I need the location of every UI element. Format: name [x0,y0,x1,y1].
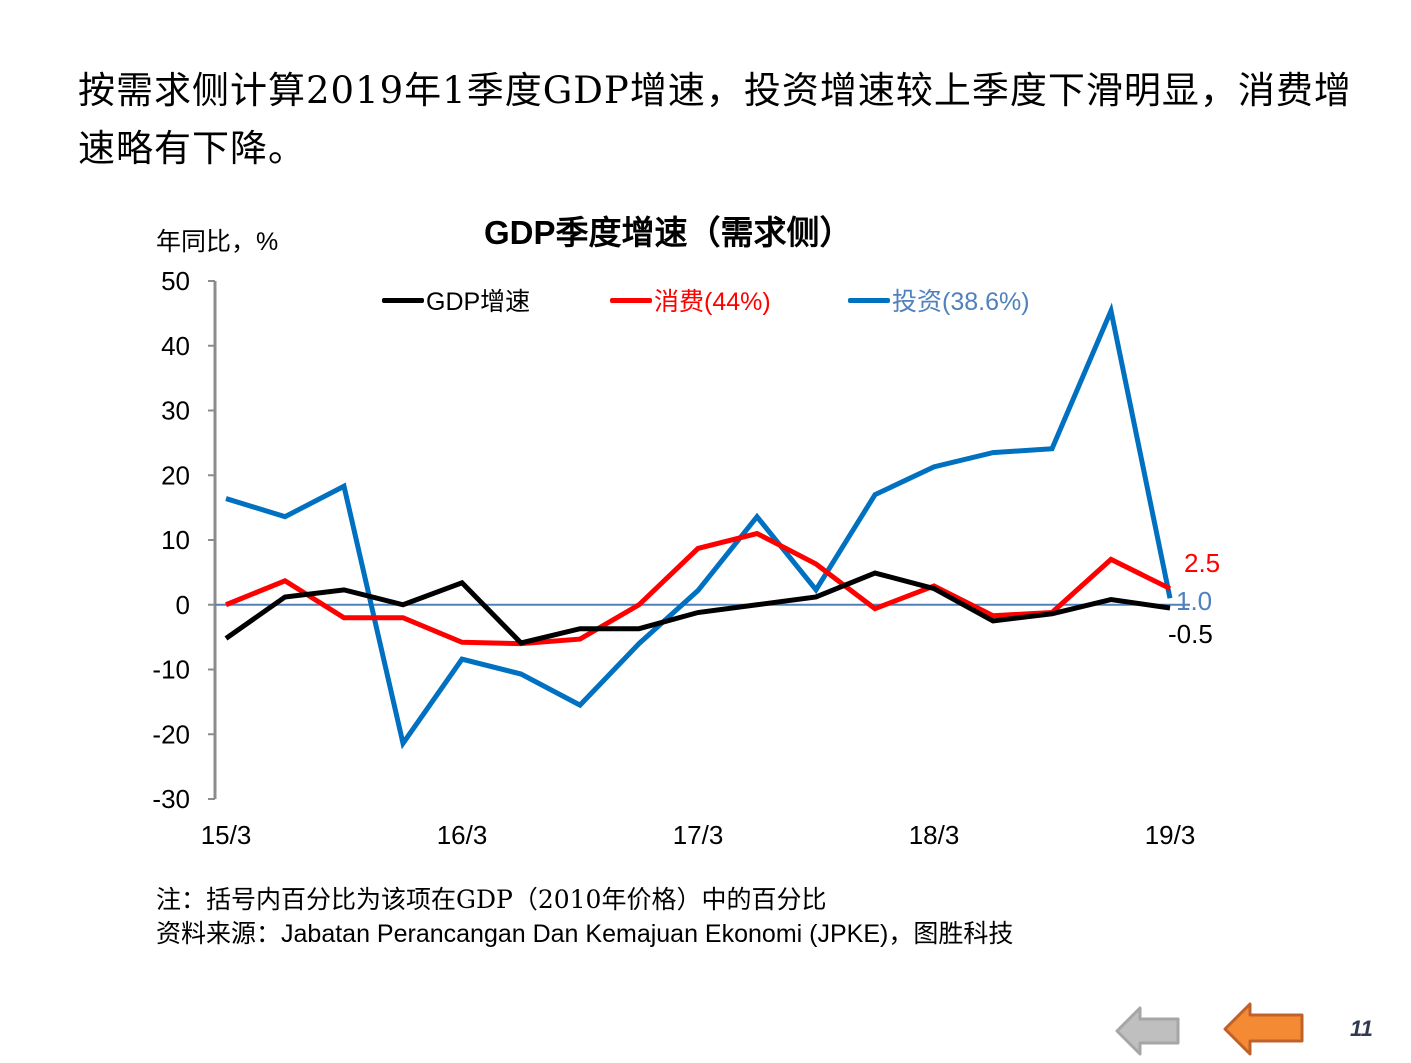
line-chart: -30 -20 -10 0 10 20 30 40 50 15/3 16/3 17/3 18/3 19/3… [0,0,1411,880]
y-tick-label: 20 [161,460,190,490]
page-number: 11 [1350,1016,1373,1042]
y-tick-label: 0 [176,590,190,620]
source-prefix: 资料来源： [156,919,281,948]
arrow-left-gray-icon [1114,1004,1182,1058]
y-tick-label: -20 [152,719,190,749]
end-value-label-investment: 1.0 [1176,586,1212,616]
end-value-label-gdp: -0.5 [1168,619,1213,649]
y-tick-label: -10 [152,655,190,685]
y-tick-label: 40 [161,331,190,361]
previous-button[interactable] [1222,1000,1306,1063]
x-tick-label: 15/3 [201,820,252,850]
series-layer [226,311,1170,744]
y-tick-label: 50 [161,266,190,296]
back-button[interactable] [1114,1004,1182,1063]
arrow-left-orange-icon [1222,1000,1306,1058]
x-tick-label: 17/3 [673,820,724,850]
end-value-label-consumption: 2.5 [1184,548,1220,578]
y-tick-label: 30 [161,396,190,426]
x-tick-label: 18/3 [909,820,960,850]
source-name: Jabatan Perancangan Dan Kemajuan Ekonomi… [281,920,888,948]
footnote: 注：括号内百分比为该项在GDP（2010年价格）中的百分比 [156,880,826,916]
x-tick-label: 19/3 [1145,820,1196,850]
y-tick-label: 10 [161,525,190,555]
source-suffix: ，图胜科技 [888,919,1013,948]
series-line-investment [226,311,1170,744]
axes: -30 -20 -10 0 10 20 30 40 50 15/3 16/3 17/3 18/3 19/3 [152,266,1195,850]
source-line: 资料来源：Jabatan Perancangan Dan Kemajuan Ek… [156,914,1013,950]
x-tick-label: 16/3 [437,820,488,850]
label-layer: -0.5 2.5 1.0 [1168,548,1220,649]
y-tick-label: -30 [152,784,190,814]
